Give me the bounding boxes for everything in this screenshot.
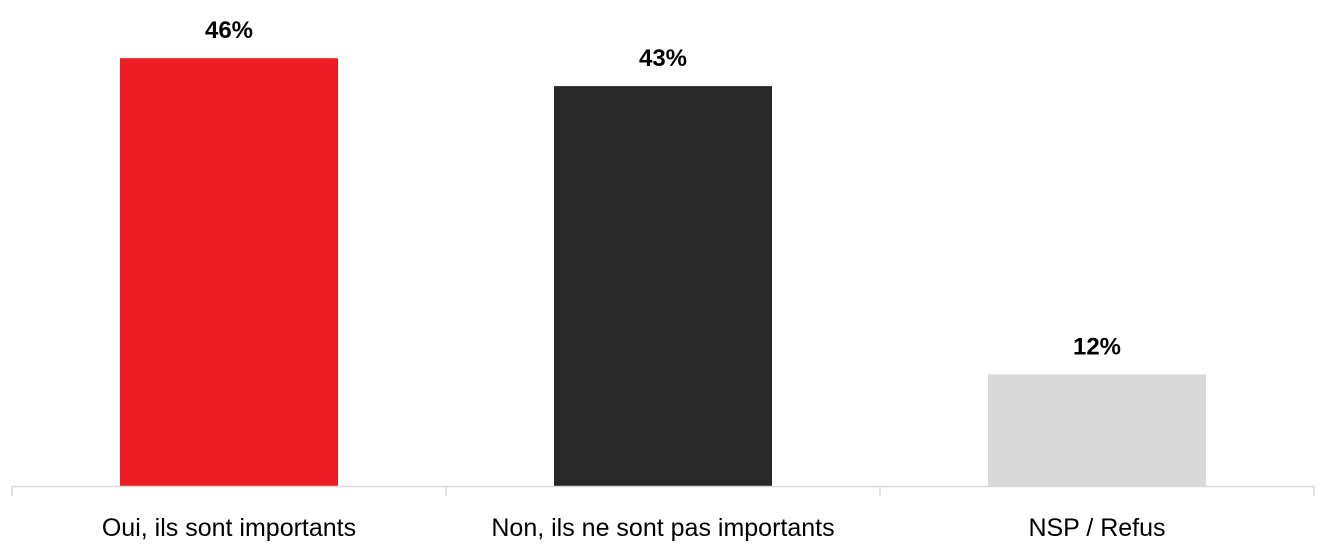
x-axis <box>11 485 1315 496</box>
bar-1 <box>120 58 338 486</box>
bar-2 <box>554 86 772 486</box>
x-tick-labels-layer: Oui, ils sont importants Non, ils ne sont… <box>102 514 1166 542</box>
value-label-2: 43% <box>639 45 687 72</box>
bar-3 <box>988 374 1206 486</box>
x-tick-label-3: NSP / Refus <box>1028 514 1165 542</box>
value-labels-layer: 46% 43% 12% <box>205 17 1121 360</box>
value-label-1: 46% <box>205 17 253 44</box>
x-tick-label-1: Oui, ils sont importants <box>102 514 356 542</box>
value-label-3: 12% <box>1073 333 1121 360</box>
bars-layer <box>120 58 1206 486</box>
x-tick-label-2: Non, ils ne sont pas importants <box>491 514 834 542</box>
